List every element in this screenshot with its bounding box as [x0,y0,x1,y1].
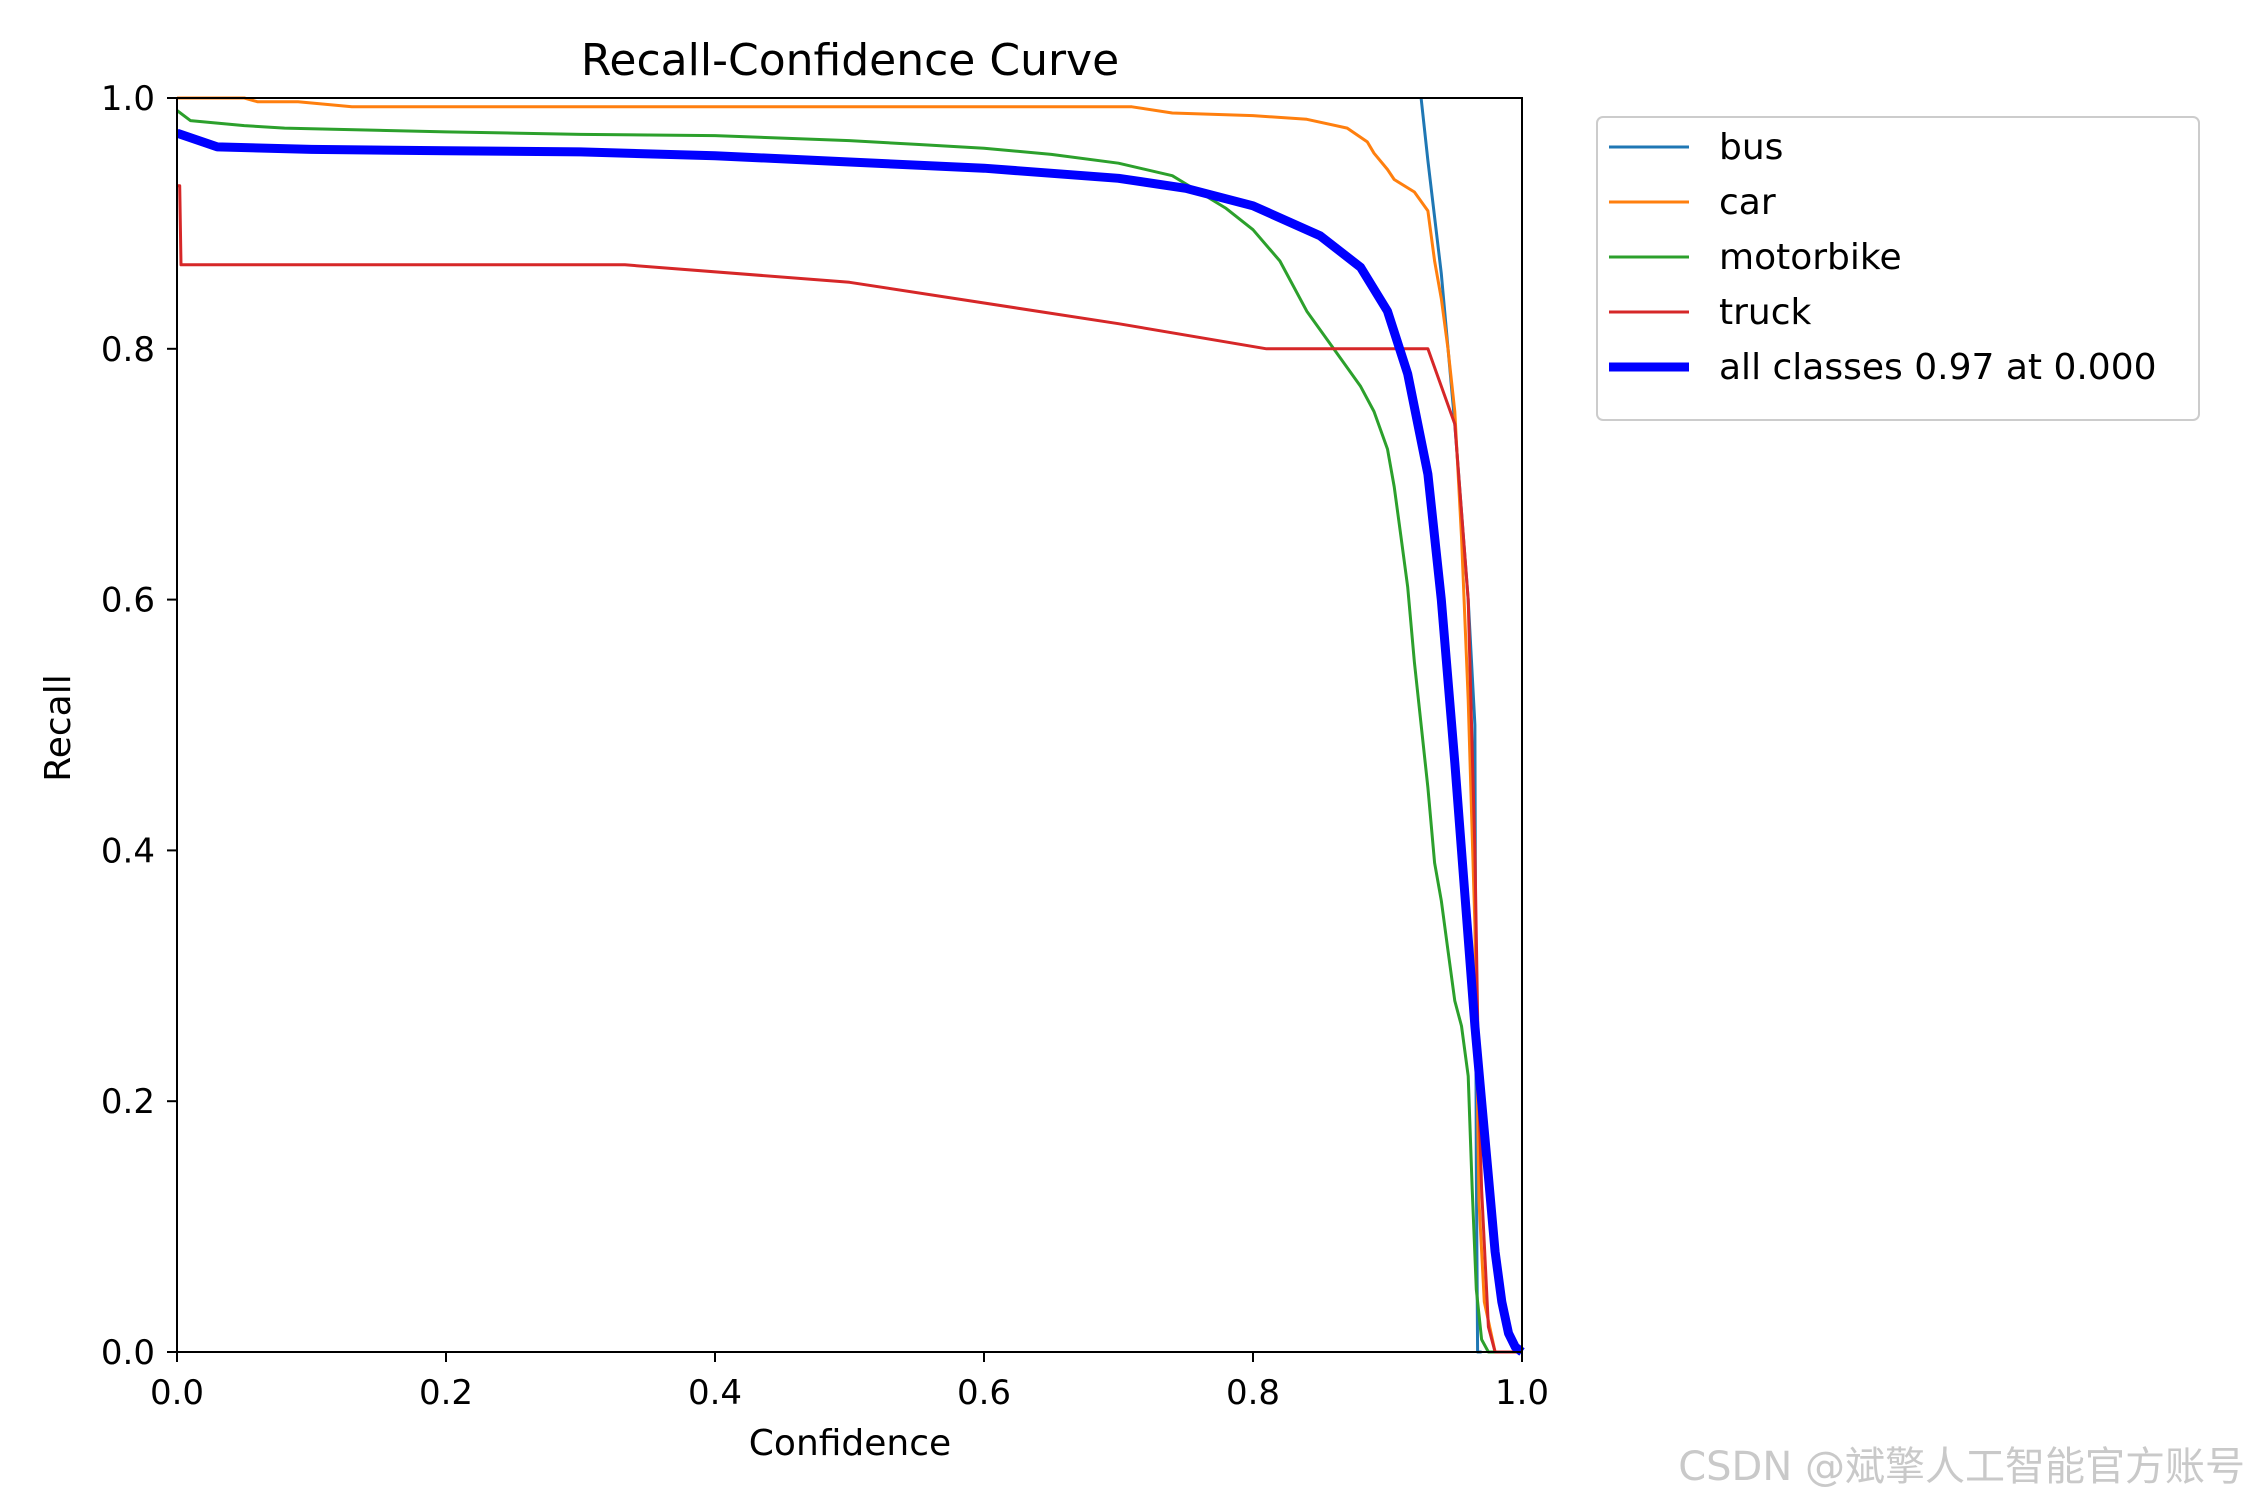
legend-box [1596,116,2200,421]
y-axis-label: Recall [38,674,79,781]
series-line-motorbike [177,109,1522,1354]
series-line-car [177,96,1522,1354]
legend-label: bus [1719,127,1783,168]
y-tick-label: 0.4 [101,831,155,871]
watermark-text: CSDN @斌擎人工智能官方账号 [1678,1444,2245,1490]
x-tick-label: 1.0 [1495,1373,1549,1413]
axis-ticks: 0.0 0.2 0.4 0.6 0.8 1.0 0.0 0.2 0.4 0.6 0.8 1.0 [101,79,1549,1413]
y-tick-label: 0.6 [101,581,155,621]
chart-title: Recall-Confidence Curve [581,35,1119,86]
x-tick-label: 0.8 [1226,1373,1280,1413]
legend-label: motorbike [1719,237,1902,278]
x-tick-label: 0.2 [419,1373,473,1413]
y-tick-label: 0.0 [101,1333,155,1373]
series-line-truck [177,184,1522,1354]
y-tick-label: 0.2 [101,1082,155,1122]
y-tick-label: 0.8 [101,330,155,370]
x-tick-label: 0.0 [150,1373,204,1413]
x-axis-label: Confidence [749,1423,951,1464]
x-tick-label: 0.6 [957,1373,1011,1413]
series-line-all [177,128,1525,1356]
legend-label: all classes 0.97 at 0.000 [1719,347,2157,388]
series-layer [177,96,1525,1356]
plot-frame [176,97,1523,1353]
legend-label: truck [1719,292,1812,333]
y-tick-label: 1.0 [101,79,155,119]
legend-label: car [1719,182,1776,223]
x-tick-label: 0.4 [688,1373,742,1413]
legend: bus car motorbike truck all classes 0.97 at … [1596,116,2200,421]
